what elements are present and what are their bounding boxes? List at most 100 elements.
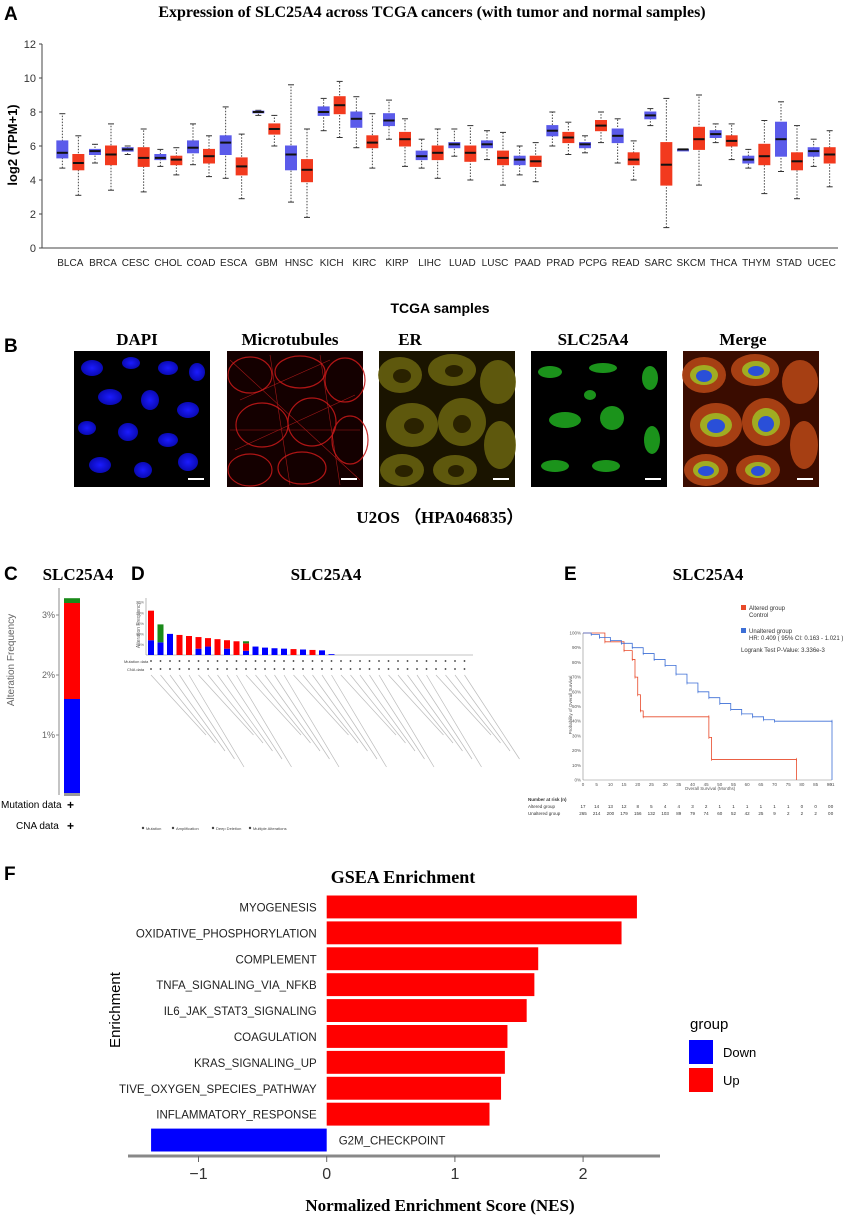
y-tick-label-e: 30% (572, 733, 581, 738)
alteration-bar (157, 642, 164, 655)
cancer-name-placeholder (169, 674, 226, 752)
panel-label-e: E (564, 564, 577, 585)
risk-table-cell: 89 (676, 811, 682, 816)
row-dot (197, 660, 200, 662)
cancer-name-placeholder (331, 674, 387, 768)
cancer-name-placeholder (369, 674, 425, 760)
x-tick-label-a: COAD (187, 258, 216, 269)
x-axis-label-e: Overall Survival (Months) (685, 786, 736, 791)
alteration-bar (281, 648, 287, 655)
risk-table-cell: 25 (758, 811, 764, 816)
x-axis-label-a: TCGA samples (390, 300, 489, 316)
row-dot (359, 660, 361, 662)
x-tick-label-a: THYM (742, 258, 770, 269)
nes-bar (326, 973, 535, 997)
y-tick-label-a: 2 (30, 209, 36, 221)
stack-segment-amplification (64, 603, 80, 699)
risk-table-cell: 52 (731, 811, 737, 816)
alteration-bar (300, 649, 306, 655)
risk-table-cell: 0 (828, 804, 831, 809)
y-tick-label-a: 10 (24, 73, 36, 85)
y-tick-label-d: 20% (136, 610, 144, 615)
legend-sub-unaltered: HR: 0.409 ( 95% CI: 0.163 - 1.021 ) (749, 636, 843, 642)
row-dot (311, 660, 314, 662)
x-tick-label-e: 85 (813, 782, 819, 787)
legend-title-f: group (690, 1016, 728, 1033)
panel-f: F GSEA Enrichment Enrichment MYOGENESIS O… (4, 864, 756, 1215)
cancer-name-placeholder (454, 674, 511, 752)
risk-table-cell: 1 (719, 804, 722, 809)
y-axis-label-d: Alteration Frequency (136, 601, 142, 648)
nes-bar (326, 1050, 505, 1074)
box-tumor (285, 145, 297, 171)
y-tick-label-e: 10% (572, 763, 581, 768)
alteration-bar (214, 639, 221, 655)
x-tick-label-e: 70 (772, 782, 778, 787)
legend-swatch-down (689, 1040, 713, 1064)
cancer-name-placeholder (293, 674, 349, 736)
micro-image-dapi (74, 351, 210, 487)
cancer-name-placeholder (359, 674, 416, 752)
micro-title-microtubules: Microtubules (242, 330, 339, 349)
y-tick-label-e: 70% (572, 675, 581, 680)
row-label-cna-c: CNA data (16, 821, 59, 832)
risk-table-cell: 2 (801, 811, 804, 816)
pathway-label: TIVE_OXYGEN_SPECIES_PATHWAY (119, 1084, 317, 1096)
alteration-bar (309, 649, 316, 655)
x-tick-label-e: 75 (786, 782, 792, 787)
risk-table-cell: 0 (828, 811, 831, 816)
x-tick-label-e: 10 (608, 782, 614, 787)
alteration-bar (148, 610, 154, 641)
alteration-bar (205, 638, 211, 647)
row-dot (311, 668, 314, 670)
row-dot (292, 668, 295, 670)
cancer-name-placeholder (160, 674, 216, 744)
cancer-name-placeholder (274, 674, 330, 760)
nes-bar (326, 895, 637, 919)
panel-d: D SLC25A4 Alteration Frequency 5% 10% 15% 2… (124, 564, 520, 831)
row-dot (273, 668, 276, 670)
row-dot (150, 668, 152, 670)
risk-table-cell: 60 (717, 811, 723, 816)
legend-label-altered: Altered group (749, 606, 786, 612)
row-dot (188, 668, 190, 670)
risk-table-header: Number at risk (n) (528, 797, 567, 802)
row-dot (245, 668, 247, 670)
row-dot (378, 660, 380, 662)
risk-table-cell: 265 (579, 811, 587, 816)
x-tick-label-e: 0 (582, 782, 585, 787)
row-dot (207, 668, 209, 670)
legend-item-mutation: Mutation (146, 826, 161, 831)
pathway-label: MYOGENESIS (239, 902, 317, 914)
y-tick-label-e: 90% (572, 645, 581, 650)
y-tick-label-a: 8 (30, 107, 36, 119)
logrank-pvalue: Logrank Test P-Value: 3.336e-3 (741, 648, 825, 654)
risk-row-label-unaltered: Unaltered group (528, 811, 561, 816)
panel-e: E SLC25A4 Altered group Control Unaltere… (528, 564, 843, 816)
row-dot (178, 668, 181, 670)
cancer-name-placeholder (416, 674, 473, 760)
y-tick-label-c: 3% (42, 610, 55, 620)
y-axis-label-c: Alteration Frequency (6, 614, 17, 706)
row-dot (416, 660, 418, 662)
y-tick-label-e: 20% (572, 748, 581, 753)
row-dot (245, 660, 247, 662)
alteration-bar (290, 649, 297, 655)
legend-d: Mutation Amplification Deep Deletion Mul… (141, 826, 287, 831)
x-tick-label-a: CHOL (154, 258, 182, 269)
row-dot (207, 660, 209, 662)
risk-table-cell: 13 (608, 804, 614, 809)
y-tick-label-a: 6 (30, 141, 36, 153)
legend-swatch-unaltered (741, 628, 746, 633)
x-tick-label-f: 1 (450, 1166, 459, 1183)
y-tick-label-e: 50% (572, 704, 581, 709)
row-dot (178, 660, 181, 662)
alteration-bar (224, 640, 230, 649)
nes-bar (326, 947, 539, 971)
alteration-bar (243, 641, 249, 644)
legend-label-down: Down (723, 1045, 756, 1060)
row-dot (425, 660, 428, 662)
row-dot (169, 660, 171, 662)
x-tick-label-a: KIRC (352, 258, 376, 269)
x-tick-label-e: 25 (649, 782, 655, 787)
